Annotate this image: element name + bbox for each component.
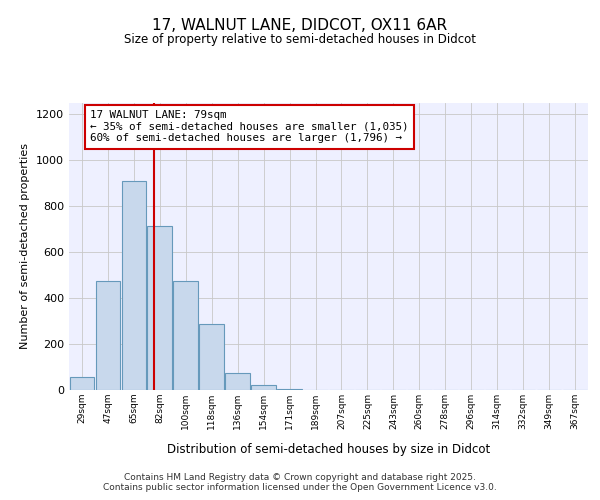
Text: Size of property relative to semi-detached houses in Didcot: Size of property relative to semi-detach…	[124, 32, 476, 46]
Text: 17 WALNUT LANE: 79sqm
← 35% of semi-detached houses are smaller (1,035)
60% of s: 17 WALNUT LANE: 79sqm ← 35% of semi-deta…	[90, 110, 409, 144]
Text: Distribution of semi-detached houses by size in Didcot: Distribution of semi-detached houses by …	[167, 442, 490, 456]
Bar	[251, 386, 276, 390]
Bar	[70, 377, 94, 390]
Text: 17, WALNUT LANE, DIDCOT, OX11 6AR: 17, WALNUT LANE, DIDCOT, OX11 6AR	[152, 18, 448, 32]
Y-axis label: Number of semi-detached properties: Number of semi-detached properties	[20, 143, 31, 350]
Bar	[226, 373, 250, 390]
Text: Contains HM Land Registry data © Crown copyright and database right 2025.
Contai: Contains HM Land Registry data © Crown c…	[103, 472, 497, 492]
Bar	[95, 281, 120, 390]
Bar	[122, 180, 146, 390]
Bar	[199, 324, 224, 390]
Bar	[148, 226, 172, 390]
Bar	[277, 389, 302, 390]
Bar	[173, 281, 198, 390]
